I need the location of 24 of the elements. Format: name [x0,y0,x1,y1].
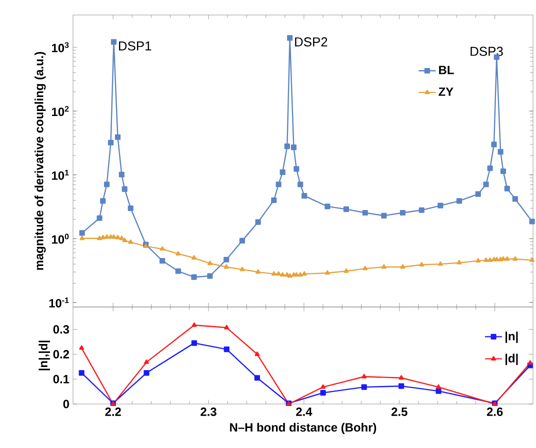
y-tick-label: 10$^{3}$ [52,42,69,52]
x-tick-label: 2.2 [105,408,121,416]
y-axis-title: magnitude of derivative coupling (a.u.) [34,52,46,270]
legend-label: |d| [506,354,518,366]
y-axis-title: |n|,|d| [38,340,50,370]
annotation: DSP2 [295,37,328,46]
y-tick-label: 10$^{2}$ [52,106,69,116]
y-tick-label: 0.2 [53,350,70,358]
annotation: DSP1 [119,41,152,51]
y-tick-label: 10$^{-1}$ [49,298,69,308]
legend-label: BL [439,66,454,74]
y-tick-label: 0.1 [53,374,70,384]
x-tick-label: 2.5 [392,408,408,416]
x-tick-label: 2.4 [296,408,312,416]
y-tick-label: 0 [63,400,69,408]
legend-label: ZY [438,88,454,96]
annotation: DSP3 [470,46,503,56]
y-tick-label: 0.3 [53,325,70,334]
x-tick-label: 2.3 [200,408,216,416]
x-axis-title: N–H bond distance (Bohr) [230,422,376,434]
y-tick-label: 10$^{1}$ [52,170,69,180]
x-tick-label: 2.6 [486,408,503,416]
y-tick-label: 10$^{0}$ [52,234,69,244]
legend-label: |n| [506,332,518,343]
